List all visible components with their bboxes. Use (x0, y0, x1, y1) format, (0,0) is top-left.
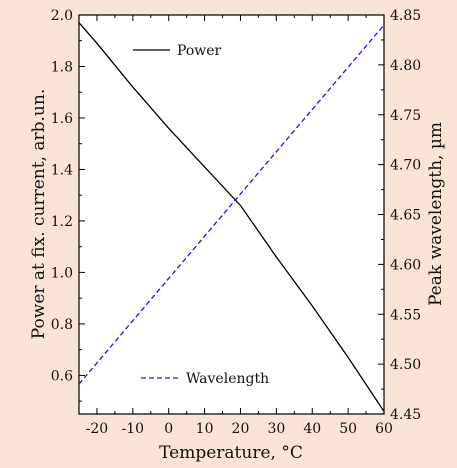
y2-tick-label: 4.45 (390, 407, 421, 423)
y-tick-label: 1.4 (51, 162, 73, 178)
x-axis-title: Temperature, °C (159, 443, 303, 463)
series-line-wavelength (78, 24, 385, 385)
series-layer (78, 22, 385, 412)
y-tick-label: 2.0 (51, 8, 73, 24)
y2-tick-label: 4.60 (390, 257, 421, 273)
ticks-layer: -20 -10 0 10 20 30 40 50 60 0.6 0.8 1.0 1.2 1.4 1.6 1.8… (51, 8, 421, 437)
y-tick-label: 1.0 (51, 265, 73, 281)
x-tick-label: 30 (267, 421, 285, 437)
x-tick-label: 20 (232, 421, 250, 437)
x-tick-label: 40 (303, 421, 321, 437)
y2-tick-label: 4.80 (390, 58, 421, 74)
x-tick-label: 50 (339, 421, 357, 437)
y2-tick-label: 4.50 (390, 357, 421, 373)
y2-tick-label: 4.55 (390, 307, 421, 323)
y2-tick-label: 4.65 (390, 208, 421, 224)
x-tick-label: 10 (196, 421, 214, 437)
legend-layer: Power Wavelength (133, 43, 269, 387)
y-tick-label: 0.8 (51, 317, 73, 333)
y2-axis-title: Peak wavelength, µm (426, 122, 446, 306)
x-tick-label: 60 (375, 421, 393, 437)
y2-tick-label: 4.85 (390, 8, 421, 24)
y2-tick-label: 4.70 (390, 158, 421, 174)
y-tick-label: 1.2 (51, 214, 73, 230)
y-tick-label: 1.6 (51, 111, 73, 127)
x-tick-label: -20 (86, 421, 109, 437)
plot-area (78, 14, 385, 415)
legend-label-wavelength: Wavelength (186, 371, 269, 387)
x-tick-label: 0 (164, 421, 173, 437)
y-axis-title: Power at fix. current, arb.un. (29, 89, 49, 339)
y2-tick-label: 4.75 (390, 108, 421, 124)
y-tick-label: 0.6 (51, 368, 73, 384)
series-line-power (78, 22, 385, 412)
y-tick-label: 1.8 (51, 59, 73, 75)
legend-label-power: Power (177, 43, 222, 59)
x-tick-label: -10 (122, 421, 145, 437)
